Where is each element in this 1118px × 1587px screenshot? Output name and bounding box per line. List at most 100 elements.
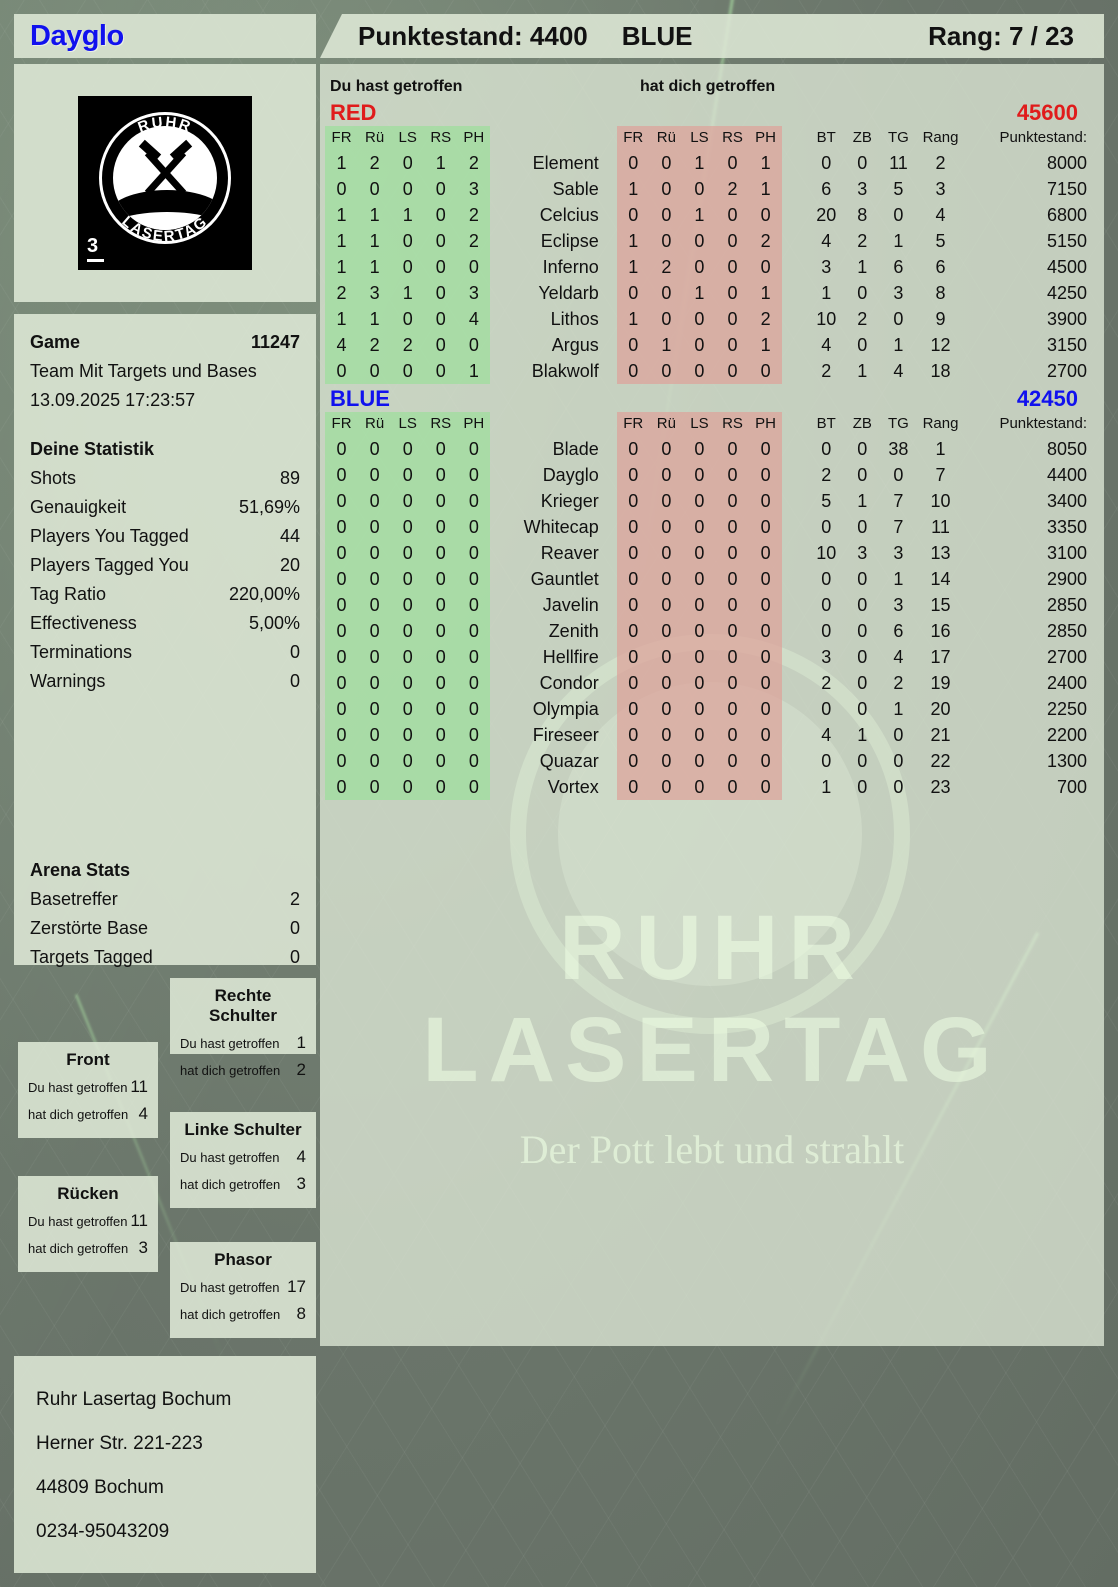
cell-hit-you: 0 [749,618,783,644]
cell-hit-you: 0 [749,774,783,800]
table-row[interactable]: 0 0 0 0 0 Condor 0 0 0 0 0 2 0 2 19 2400 [325,670,1093,696]
cell-you-hit: 0 [358,644,392,670]
cell-you-hit: 1 [325,202,359,228]
stat-row: Targets Tagged 0 [30,943,300,972]
cell-you-hit: 0 [424,254,458,280]
col-header-tg: TG [887,415,909,432]
my-stats-list: Shots 89 Genauigkeit 51,69% Players You Tagg… [30,464,300,696]
table-row[interactable]: 1 2 0 1 2 Element 0 0 1 0 1 0 0 11 2 8000 [325,150,1093,176]
hitbox-rechte-schulter: Rechte Schulter Du hast getroffen 1 hat dic… [170,978,316,1079]
address-line: Herner Str. 221-223 [36,1433,203,1454]
table-row[interactable]: 0 0 0 0 0 Gauntlet 0 0 0 0 0 0 0 1 14 2900 [325,566,1093,592]
table-row[interactable]: 1 1 0 0 4 Lithos 1 0 0 0 2 10 2 0 9 3900 [325,306,1093,332]
hitbox-you-hit-row: Du hast getroffen 1 [180,1033,306,1053]
table-row[interactable]: 1 1 0 0 2 Eclipse 1 0 0 0 2 4 2 1 5 5150 [325,228,1093,254]
table-row[interactable]: 0 0 0 0 0 Krieger 0 0 0 0 0 5 1 7 10 3400 [325,488,1093,514]
cell-you-hit: 0 [325,696,359,722]
cell-you-hit: 0 [358,774,392,800]
table-row[interactable]: 0 0 0 0 0 Olympia 0 0 0 0 0 0 0 1 20 2250 [325,696,1093,722]
cell-you-hit: 0 [358,176,392,202]
cell-hit-you: 0 [649,566,683,592]
stat-row: Zerstörte Base 0 [30,914,300,943]
cell-hit-you: 0 [715,722,750,748]
table-row[interactable]: 0 0 0 0 0 Blade 0 0 0 0 0 0 0 38 1 8050 [325,436,1093,462]
col-header-them-fr: FR [616,126,650,150]
cell-spacer [782,618,808,644]
cell-points: 4500 [1046,257,1087,277]
cell-spacer [782,176,808,202]
address-line: 44809 Bochum [36,1477,164,1498]
table-row[interactable]: 0 0 0 0 0 Zenith 0 0 0 0 0 0 0 6 16 2850 [325,618,1093,644]
cell-bt: 20 [816,205,837,225]
cell-bt: 0 [821,439,832,459]
stat-row: Effectiveness 5,00% [30,609,300,638]
hitbox-hit-you-row: hat dich getroffen 4 [28,1104,148,1124]
cell-points: 3350 [1046,517,1087,537]
cell-hit-you: 0 [682,618,716,644]
cell-hit-you: 0 [649,514,683,540]
cell-you-hit: 0 [391,358,425,384]
table-row[interactable]: 1 1 1 0 2 Celcius 0 0 1 0 0 20 8 0 4 6800 [325,202,1093,228]
cell-hit-you: 0 [715,488,750,514]
table-row[interactable]: 0 0 0 0 0 Reaver 0 0 0 0 0 10 3 3 13 3100 [325,540,1093,566]
table-row[interactable]: 0 0 0 0 0 Whitecap 0 0 0 0 0 0 0 7 11 3350 [325,514,1093,540]
cell-you-hit: 0 [391,540,425,566]
cell-rang: 9 [935,309,946,329]
cell-hit-you: 0 [715,696,750,722]
table-row[interactable]: 2 3 1 0 3 Yeldarb 0 0 1 0 1 1 0 3 8 4250 [325,280,1093,306]
table-row[interactable]: 0 0 0 0 0 Javelin 0 0 0 0 0 0 0 3 15 2850 [325,592,1093,618]
hitbox-front: Front Du hast getroffen 11 hat dich getroff… [18,1042,158,1138]
cell-hit-you: 1 [682,202,716,228]
cell-hit-you: 0 [616,150,650,176]
cell-you-hit: 0 [391,488,425,514]
table-row[interactable]: 0 0 0 0 1 Blakwolf 0 0 0 0 0 2 1 4 18 2700 [325,358,1093,384]
team-score: 45600 [1016,100,1078,125]
table-row[interactable]: 0 0 0 0 3 Sable 1 0 0 2 1 6 3 5 3 7150 [325,176,1093,202]
cell-rang: 13 [930,543,951,563]
cell-player-name: Dayglo [542,465,599,485]
hitbox-you-hit-label: Du hast getroffen [180,1280,280,1295]
table-row[interactable]: 0 0 0 0 0 Vortex 0 0 0 0 0 1 0 0 23 700 [325,774,1093,800]
cell-hit-you: 1 [682,280,716,306]
cell-you-hit: 0 [424,514,458,540]
arena-stats-list: Basetreffer 2 Zerstörte Base 0 Targets Tagge… [30,885,300,972]
cell-hit-you: 0 [649,462,683,488]
cell-you-hit: 0 [358,358,392,384]
cell-hit-you: 0 [749,722,783,748]
hitbox-title: Phasor [214,1250,272,1269]
cell-you-hit: 0 [424,566,458,592]
stat-value: 0 [289,642,300,662]
cell-hit-you: 0 [715,280,750,306]
table-row[interactable]: 0 0 0 0 0 Hellfire 0 0 0 0 0 3 0 4 17 2700 [325,644,1093,670]
cell-hit-you: 2 [749,306,783,332]
cell-zb: 0 [857,465,868,485]
cell-hit-you: 1 [616,176,650,202]
cell-bt: 4 [821,335,832,355]
table-row[interactable]: 1 1 0 0 0 Inferno 1 2 0 0 0 3 1 6 6 4500 [325,254,1093,280]
cell-points: 4400 [1046,465,1087,485]
col-header-them-ls: LS [682,412,716,436]
cell-hit-you: 0 [649,202,683,228]
cell-rang: 1 [935,439,946,459]
cell-hit-you: 1 [616,254,650,280]
cell-hit-you: 0 [649,228,683,254]
cell-hit-you: 1 [616,228,650,254]
table-row[interactable]: 0 0 0 0 0 Quazar 0 0 0 0 0 0 0 0 22 1300 [325,748,1093,774]
cell-hit-you: 0 [616,566,650,592]
hitbox-title: Linke Schulter [184,1120,302,1139]
cell-hit-you: 2 [715,176,750,202]
game-datetime: 13.09.2025 17:23:57 [30,390,196,410]
cell-hit-you: 1 [649,332,683,358]
cell-hit-you: 0 [682,670,716,696]
table-row[interactable]: 4 2 2 0 0 Argus 0 1 0 0 1 4 0 1 12 3150 [325,332,1093,358]
table-row[interactable]: 0 0 0 0 0 Fireseer 0 0 0 0 0 4 1 0 21 2200 [325,722,1093,748]
cell-spacer [782,280,808,306]
scoreboard-table-red: FR Rü LS RS PH FR Rü LS RS PH BT ZB TG Rang Punktestan… [325,126,1093,384]
cell-rang: 14 [930,569,951,589]
hitbox-you-hit-value: 11 [130,1077,148,1096]
table-row[interactable]: 0 0 0 0 0 Dayglo 0 0 0 0 0 2 0 0 7 4400 [325,462,1093,488]
cell-hit-you: 0 [616,696,650,722]
cell-hit-you: 0 [649,670,683,696]
cell-zb: 2 [857,231,868,251]
cell-hit-you: 0 [682,774,716,800]
